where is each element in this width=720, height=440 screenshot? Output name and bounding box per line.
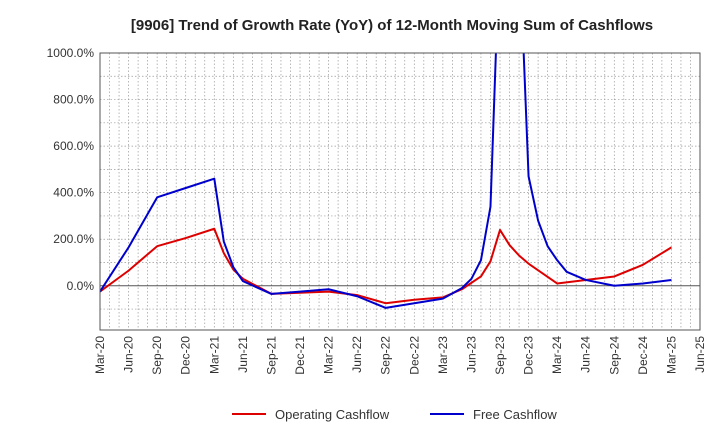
y-tick-label: 1000.0%	[47, 46, 95, 60]
x-tick-label: Sep-23	[493, 336, 507, 375]
y-tick-label: 600.0%	[53, 139, 94, 153]
grid	[100, 53, 700, 330]
plot-area	[100, 53, 700, 330]
chart-title: [9906] Trend of Growth Rate (YoY) of 12-…	[131, 17, 653, 34]
x-tick-label: Dec-23	[522, 336, 536, 375]
y-tick-label: 0.0%	[67, 279, 95, 293]
x-tick-label: Jun-25	[693, 336, 707, 373]
x-tick-label: Dec-20	[179, 336, 193, 375]
x-tick-label: Dec-24	[636, 336, 650, 375]
x-tick-label: Mar-23	[436, 336, 450, 374]
legend: Operating Cashflow Free Cashflow	[232, 407, 557, 422]
x-tick-label: Jun-24	[579, 336, 593, 373]
legend-item-free: Free Cashflow	[430, 407, 557, 422]
x-tick-label: Sep-24	[607, 336, 621, 375]
x-tick-label: Mar-25	[664, 336, 678, 374]
x-tick-label: Mar-22	[322, 336, 336, 374]
x-tick-label: Dec-21	[293, 336, 307, 375]
y-axis: 0.0% 200.0% 400.0% 600.0% 800.0% 1000.0%	[47, 46, 95, 293]
x-tick-label: Jun-21	[236, 336, 250, 373]
y-tick-label: 800.0%	[53, 93, 94, 107]
legend-item-operating: Operating Cashflow	[232, 407, 390, 422]
x-tick-label: Sep-21	[264, 336, 278, 375]
x-tick-label: Dec-22	[407, 336, 421, 375]
x-tick-label: Sep-20	[150, 336, 164, 375]
series-line-free-cashflow	[100, 53, 672, 309]
x-tick-label: Mar-20	[93, 336, 107, 374]
x-tick-label: Jun-20	[122, 336, 136, 373]
y-tick-label: 200.0%	[53, 232, 94, 246]
series-line-operating-cashflow	[100, 227, 672, 305]
x-tick-label: Jun-22	[350, 336, 364, 373]
x-tick-label: Sep-22	[379, 336, 393, 375]
legend-label-free: Free Cashflow	[473, 407, 557, 422]
legend-label-operating: Operating Cashflow	[275, 407, 390, 422]
x-tick-label: Jun-23	[464, 336, 478, 373]
x-axis: Mar-20 Jun-20 Sep-20 Dec-20 Mar-21 Jun-21 Sep-…	[93, 336, 707, 375]
y-tick-label: 400.0%	[53, 186, 94, 200]
series-layer	[100, 53, 672, 309]
x-tick-label: Mar-24	[550, 336, 564, 374]
plot-border	[99, 52, 701, 331]
x-tick-label: Mar-21	[207, 336, 221, 374]
